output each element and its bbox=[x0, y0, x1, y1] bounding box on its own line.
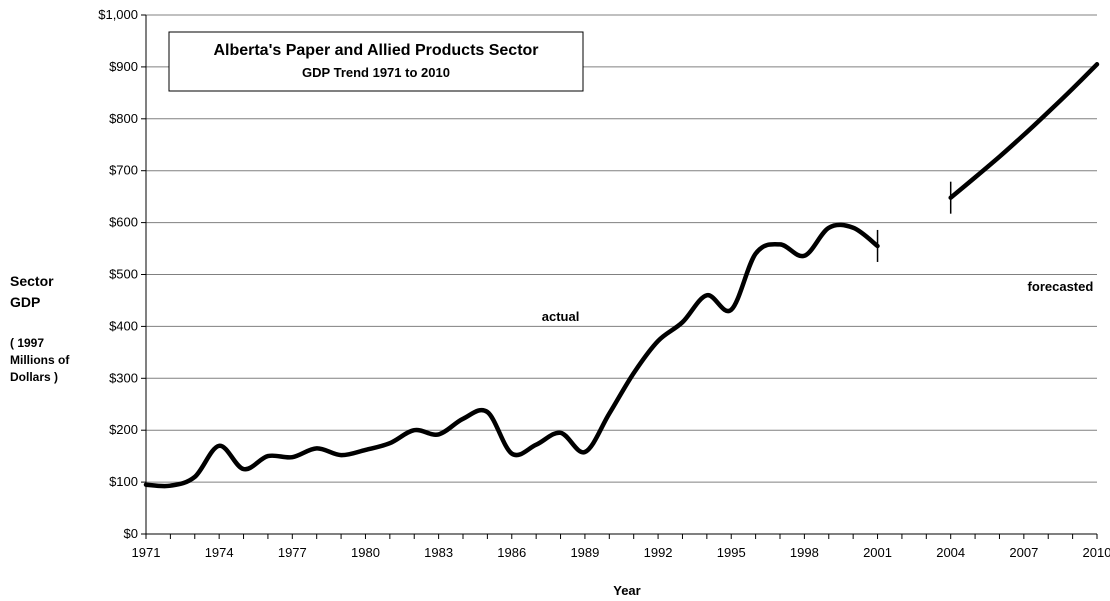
annotation-actual: actual bbox=[542, 309, 580, 324]
x-tick-label: 2001 bbox=[863, 545, 892, 560]
x-tick-label: 1974 bbox=[205, 545, 234, 560]
series-line-actual bbox=[143, 222, 880, 489]
y-axis-unit-line-3: Dollars ) bbox=[10, 370, 58, 384]
y-tick-label: $500 bbox=[109, 267, 138, 282]
x-tick-label: 2010 bbox=[1083, 545, 1110, 560]
x-tick-label: 2007 bbox=[1009, 545, 1038, 560]
series-line-forecasted bbox=[948, 62, 1100, 200]
y-tick-label: $300 bbox=[109, 370, 138, 385]
break-markers bbox=[876, 181, 952, 262]
y-tick-label: $800 bbox=[109, 111, 138, 126]
y-axis-unit-line-2: Millions of bbox=[10, 353, 70, 367]
x-tick-label: 1971 bbox=[132, 545, 161, 560]
x-tick-label: 1983 bbox=[424, 545, 453, 560]
series-lines bbox=[143, 62, 1100, 489]
x-tick-label: 1989 bbox=[570, 545, 599, 560]
y-tick-label: $700 bbox=[109, 163, 138, 178]
x-tick-label: 1998 bbox=[790, 545, 819, 560]
y-tick-label: $0 bbox=[124, 526, 138, 541]
y-tick-label: $600 bbox=[109, 215, 138, 230]
x-axis-tick-labels: 1971 1974 1977 1980 1983 1986 1989 1992 1995 1998… bbox=[132, 545, 1110, 560]
x-axis-label: Year bbox=[613, 583, 640, 598]
y-tick-label: $200 bbox=[109, 422, 138, 437]
y-tick-label: $1,000 bbox=[98, 7, 138, 22]
chart-title: Alberta's Paper and Allied Products Sect… bbox=[213, 42, 538, 59]
y-axis-tick-labels: $0 $100 $200 $300 $400 $500 $600 $700 $800 $900 $1… bbox=[98, 7, 138, 541]
x-tick-label: 1995 bbox=[717, 545, 746, 560]
x-tick-label: 1992 bbox=[644, 545, 673, 560]
chart-subtitle: GDP Trend 1971 to 2010 bbox=[302, 65, 450, 80]
title-box bbox=[168, 31, 584, 92]
grid-lines bbox=[146, 14, 1097, 483]
x-tick-label: 1977 bbox=[278, 545, 307, 560]
x-tick-label: 1980 bbox=[351, 545, 380, 560]
y-tick-label: $900 bbox=[109, 59, 138, 74]
y-axis-label-line-1: Sector bbox=[10, 273, 54, 289]
y-tick-label: $400 bbox=[109, 318, 138, 333]
x-tick-label: 1986 bbox=[497, 545, 526, 560]
annotation-forecasted: forecasted bbox=[1028, 279, 1094, 294]
y-axis-label-line-2: GDP bbox=[10, 294, 40, 310]
y-axis-unit-line-1: ( 1997 bbox=[10, 336, 44, 350]
x-tick-label: 2004 bbox=[936, 545, 965, 560]
y-tick-label: $100 bbox=[109, 474, 138, 489]
axes bbox=[141, 14, 1098, 539]
